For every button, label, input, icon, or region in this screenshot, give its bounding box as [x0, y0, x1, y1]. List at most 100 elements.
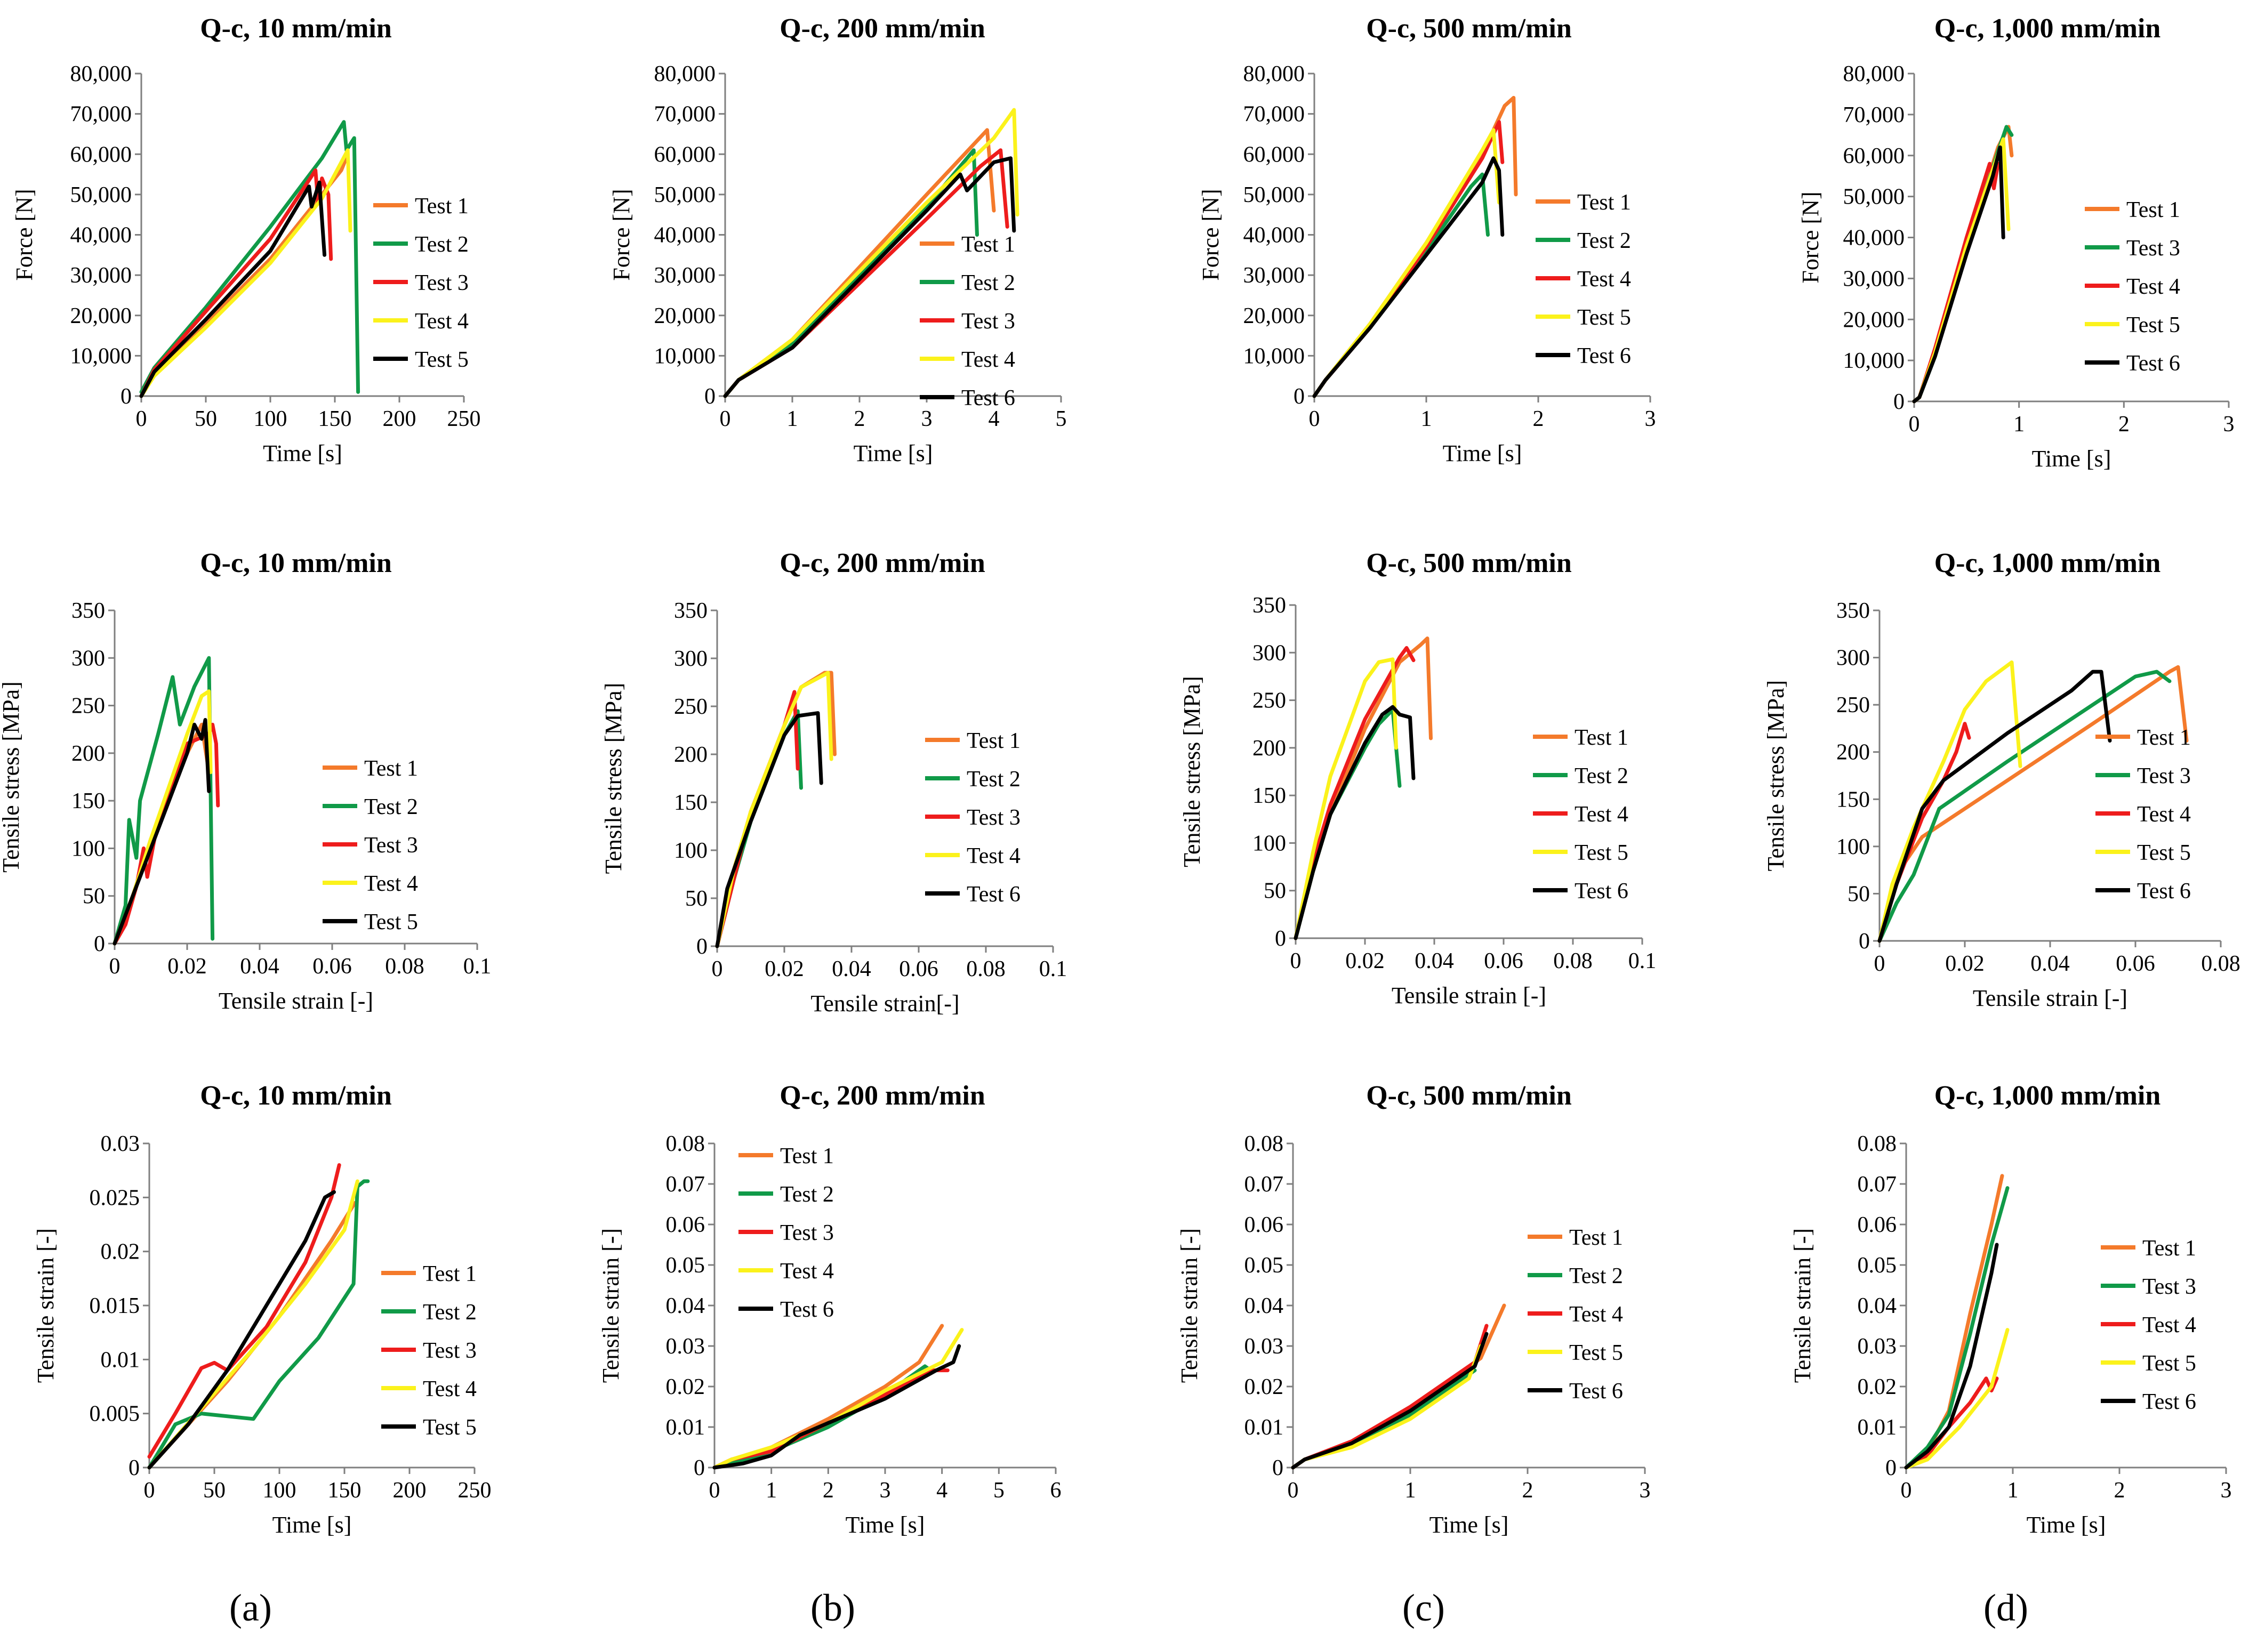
legend-entry: Test 3	[415, 271, 469, 295]
chart-stress_500: Q-c, 500 mm/min 0 50 100 150 200 250 300 350 0 0.0…	[1179, 548, 1656, 1009]
x-tick-label: 0	[712, 957, 723, 981]
legend-entry: Test 6	[2137, 879, 2191, 904]
y-tick-label: 30,000	[654, 263, 716, 288]
y-tick-label: 70,000	[1843, 103, 1905, 127]
legend-entry: Test 1	[364, 756, 418, 781]
series-line-test-5	[147, 1190, 336, 1470]
chart-strain_10: Q-c, 10 mm/min 0 0.005 0.01 0.015 0.02 0.025 0.…	[33, 1081, 492, 1538]
y-axis-label: Tensile stress [MPa]	[1763, 680, 1789, 872]
x-tick-label: 0.04	[832, 957, 871, 981]
x-tick-label: 1	[1405, 1478, 1416, 1503]
y-tick-label: 10,000	[654, 344, 716, 368]
y-tick-label: 200	[71, 742, 105, 766]
y-tick-label: 0.03	[666, 1334, 705, 1359]
x-tick-label: 3	[921, 407, 933, 431]
series-line-test-1	[712, 1324, 944, 1470]
legend-entry: Test 2	[1569, 1264, 1623, 1288]
y-tick-label: 0.08	[1244, 1132, 1284, 1156]
x-axis-label: Tensile strain [-]	[219, 988, 373, 1014]
y-tick-label: 0	[1272, 1456, 1283, 1480]
chart-title: Q-c, 200 mm/min	[780, 548, 985, 578]
y-tick-label: 300	[1836, 646, 1870, 671]
series-line-test-2	[147, 1179, 370, 1470]
y-tick-label: 30,000	[1243, 263, 1305, 288]
chart-title: Q-c, 500 mm/min	[1366, 548, 1572, 578]
y-tick-label: 0.07	[1244, 1172, 1284, 1197]
y-tick-label: 0	[704, 384, 716, 409]
y-tick-label: 0.02	[101, 1240, 140, 1264]
x-tick-label: 0.04	[240, 954, 279, 979]
x-tick-label: 1	[787, 407, 798, 431]
x-tick-label: 100	[263, 1478, 296, 1503]
legend-entry: Test 3	[2142, 1275, 2196, 1299]
legend-entry: Test 6	[961, 386, 1015, 410]
y-tick-label: 0.03	[1244, 1334, 1284, 1359]
panel-label-a: (a)	[229, 1586, 272, 1629]
y-tick-label: 100	[71, 836, 105, 861]
y-tick-label: 20,000	[70, 304, 132, 328]
x-tick-label: 0	[1309, 407, 1320, 431]
y-axis-label: Tensile strain [-]	[598, 1228, 624, 1383]
x-axis-label: Tensile strain [-]	[1973, 985, 2127, 1011]
y-tick-label: 10,000	[70, 344, 132, 368]
y-tick-label: 200	[1836, 740, 1870, 765]
y-tick-label: 300	[71, 646, 105, 671]
series-line-test-4	[1291, 1324, 1489, 1470]
legend-entry: Test 4	[364, 872, 418, 896]
x-axis-label: Time [s]	[1429, 1512, 1509, 1538]
x-tick-label: 6	[1050, 1478, 1062, 1503]
x-tick-label: 150	[328, 1478, 362, 1503]
y-tick-label: 20,000	[654, 304, 716, 328]
legend-entry: Test 1	[1569, 1226, 1623, 1250]
y-tick-label: 40,000	[70, 223, 132, 248]
series-line-test-6	[1904, 1243, 1999, 1470]
y-tick-label: 0.06	[1244, 1213, 1284, 1237]
legend-entry: Test 2	[967, 767, 1021, 792]
series-line-test-5	[139, 180, 327, 398]
y-tick-label: 0	[696, 934, 708, 959]
y-tick-label: 60,000	[70, 142, 132, 167]
x-tick-label: 0.1	[463, 954, 492, 979]
legend-entry: Test 6	[1575, 879, 1628, 904]
chart-title: Q-c, 1,000 mm/min	[1934, 548, 2161, 578]
chart-force_500: Q-c, 500 mm/min 0 10,000 20,000 30,000 40,000…	[1198, 13, 1656, 466]
legend-entry: Test 5	[1575, 841, 1628, 865]
legend-entry: Test 5	[2142, 1351, 2196, 1376]
chart-stress_200: Q-c, 200 mm/min 0 50 100 150 200 250 300 350 0 0.0…	[600, 548, 1067, 1017]
legend-entry: Test 1	[967, 729, 1021, 753]
y-tick-label: 100	[674, 839, 708, 863]
x-tick-label: 50	[203, 1478, 226, 1503]
x-tick-label: 0	[1874, 952, 1885, 976]
y-tick-label: 20,000	[1843, 308, 1905, 332]
x-tick-label: 0.08	[2201, 952, 2240, 976]
x-tick-label: 4	[936, 1478, 947, 1503]
chart-title: Q-c, 10 mm/min	[200, 13, 392, 44]
y-tick-label: 20,000	[1243, 304, 1305, 328]
legend-entry: Test 4	[967, 844, 1021, 868]
y-tick-label: 200	[674, 743, 708, 767]
y-axis-label: Force [N]	[1198, 189, 1224, 280]
x-tick-label: 0.02	[1345, 949, 1385, 973]
y-tick-label: 40,000	[654, 223, 716, 248]
y-tick-label: 100	[1252, 831, 1286, 856]
x-tick-label: 0.06	[312, 954, 352, 979]
y-tick-label: 350	[71, 599, 105, 623]
series-line-test-5	[113, 718, 211, 946]
legend-entry: Test 3	[364, 833, 418, 858]
legend-entry: Test 3	[2126, 236, 2180, 261]
chart-stress_1000: Q-c, 1,000 mm/min 0 50 100 150 200 250 300 350 0 0…	[1763, 548, 2240, 1011]
series-line-test-5	[1877, 660, 2022, 943]
legend-entry: Test 1	[961, 232, 1015, 257]
y-tick-label: 10,000	[1243, 344, 1305, 368]
y-tick-label: 250	[1836, 693, 1870, 718]
legend-entry: Test 1	[2142, 1236, 2196, 1261]
x-axis-label: Time [s]	[2027, 1512, 2106, 1538]
y-tick-label: 0.01	[666, 1415, 705, 1440]
legend-entry: Test 4	[415, 309, 469, 334]
chart-stress_10: Q-c, 10 mm/min 0 50 100 150 200 250 300 350 0 0.02…	[0, 548, 491, 1014]
x-tick-label: 0	[709, 1478, 720, 1503]
y-tick-label: 40,000	[1243, 223, 1305, 248]
y-tick-label: 0	[1275, 926, 1286, 951]
y-tick-label: 40,000	[1843, 226, 1905, 251]
